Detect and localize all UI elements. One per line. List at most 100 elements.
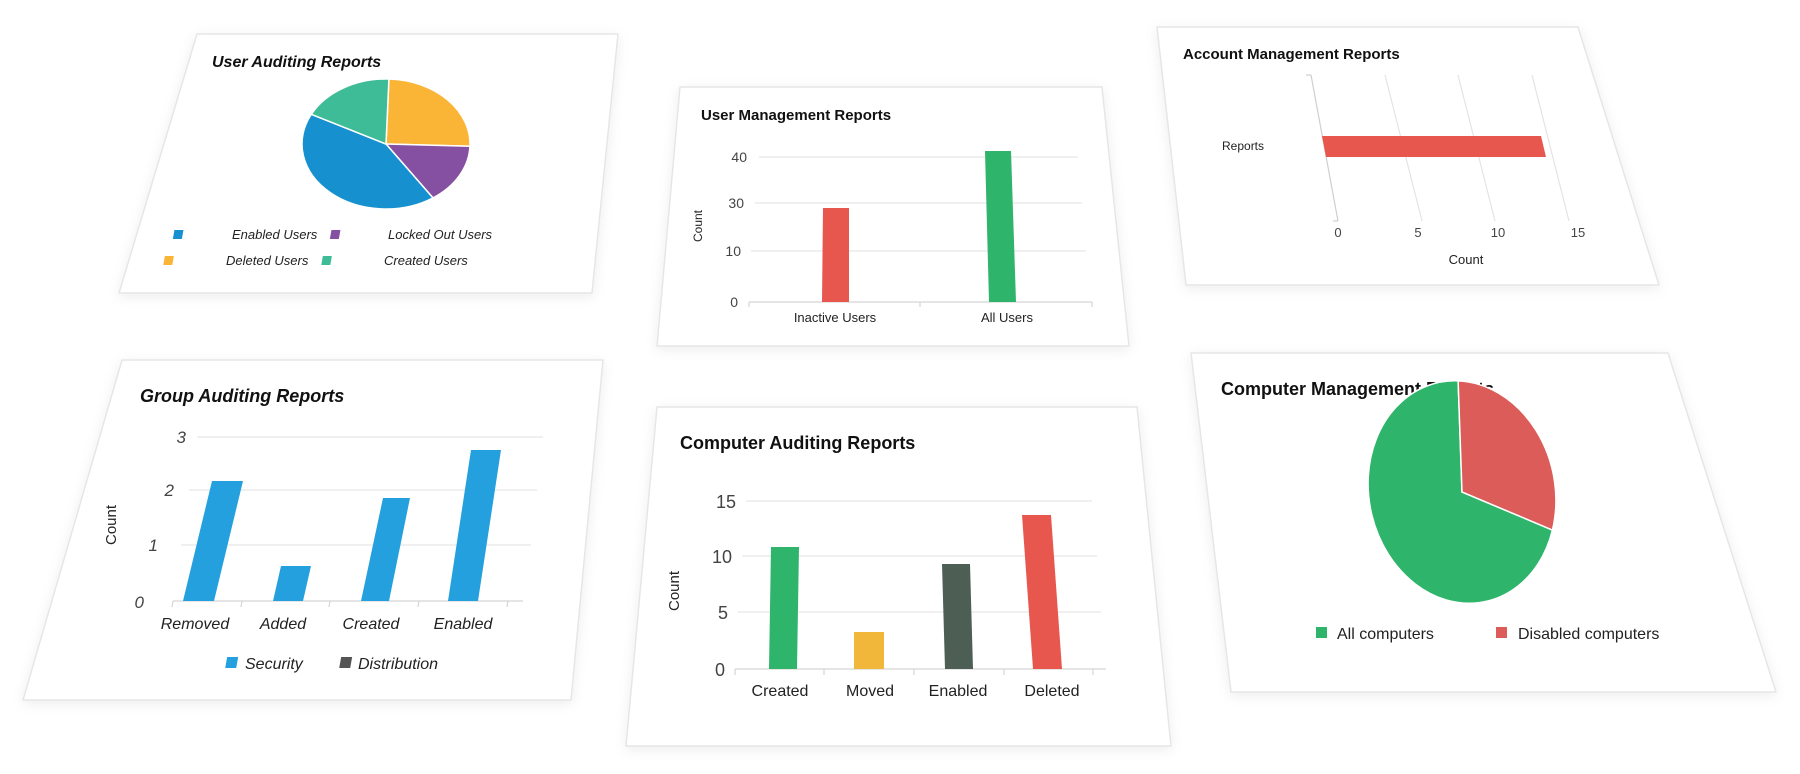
x-axis-labels: Created Moved Enabled Deleted xyxy=(752,683,1080,700)
svg-text:0: 0 xyxy=(135,593,145,612)
pie-chart-computer-management xyxy=(1367,380,1557,604)
svg-text:Enabled: Enabled xyxy=(434,616,494,633)
svg-text:Removed: Removed xyxy=(161,616,231,633)
svg-text:Enabled Users: Enabled Users xyxy=(232,227,318,242)
svg-text:All computers: All computers xyxy=(1337,626,1434,643)
bar-security-created[interactable] xyxy=(361,498,410,601)
x-axis-label: Count xyxy=(1449,252,1484,267)
svg-text:5: 5 xyxy=(718,603,728,623)
svg-text:Added: Added xyxy=(259,616,307,633)
pie-slice-enabled-users[interactable] xyxy=(301,113,435,210)
svg-text:Security: Security xyxy=(245,656,304,673)
pie-chart-user-auditing xyxy=(301,78,471,210)
svg-text:15: 15 xyxy=(1571,225,1585,240)
svg-text:Distribution: Distribution xyxy=(358,656,438,673)
y-axis-label: Count xyxy=(691,209,705,242)
legend-item-locked-out-users[interactable]: Locked Out Users xyxy=(329,227,493,242)
pie-slice-locked-out-users[interactable] xyxy=(384,143,471,199)
svg-text:Created Users: Created Users xyxy=(384,253,468,268)
svg-text:0: 0 xyxy=(715,660,725,680)
gridlines xyxy=(748,156,1093,307)
svg-text:10: 10 xyxy=(725,243,741,259)
svg-text:Locked Out Users: Locked Out Users xyxy=(388,227,493,242)
pie-slice-deleted-users[interactable] xyxy=(385,78,471,148)
svg-text:All Users: All Users xyxy=(981,310,1034,325)
legend-swatch-icon xyxy=(329,230,341,239)
legend: Security Distribution xyxy=(225,656,438,673)
legend-swatch-icon xyxy=(172,230,184,239)
chart-title: User Auditing Reports xyxy=(212,54,381,71)
x-axis-labels: Removed Added Created Enabled xyxy=(161,616,494,633)
svg-text:Enabled: Enabled xyxy=(929,683,988,700)
card-account-management: Account Management Reports Reports 0 5 1… xyxy=(1156,26,1660,286)
bar-created[interactable] xyxy=(769,547,799,669)
card-background xyxy=(656,86,1130,347)
chart-title: Computer Auditing Reports xyxy=(680,433,915,453)
x-axis-ticks: 0 5 10 15 xyxy=(1334,225,1585,240)
legend-item-all-computers[interactable]: All computers xyxy=(1316,626,1434,643)
svg-text:Inactive Users: Inactive Users xyxy=(794,310,877,325)
svg-text:Deleted Users: Deleted Users xyxy=(226,253,309,268)
bar-security-enabled[interactable] xyxy=(448,450,501,601)
legend-swatch-icon xyxy=(339,657,353,668)
legend: Enabled Users Locked Out Users Deleted U… xyxy=(163,227,493,268)
card-background xyxy=(625,406,1172,747)
pie-slice-created-users[interactable] xyxy=(310,78,390,146)
x-axis-labels: Inactive Users All Users xyxy=(794,310,1034,325)
svg-text:5: 5 xyxy=(1414,225,1421,240)
pie-slice-disabled-computers[interactable] xyxy=(1457,380,1557,532)
y-axis-label: Count xyxy=(103,504,120,545)
card-computer-auditing: Computer Auditing Reports 15 10 5 0 Coun… xyxy=(625,406,1172,747)
y-axis-category-label: Reports xyxy=(1222,139,1264,153)
bar-security-removed[interactable] xyxy=(183,481,243,601)
pie-slice-all-computers[interactable] xyxy=(1367,380,1554,604)
bar-all-users[interactable] xyxy=(985,151,1016,302)
legend-item-distribution[interactable]: Distribution xyxy=(339,656,438,673)
y-axis-ticks: 3 2 1 0 xyxy=(135,428,187,612)
svg-text:10: 10 xyxy=(1491,225,1505,240)
svg-text:15: 15 xyxy=(716,492,736,512)
legend-swatch-icon xyxy=(1316,627,1327,638)
bar-deleted[interactable] xyxy=(1022,515,1062,669)
chart-title: User Management Reports xyxy=(701,107,891,124)
y-axis-label: Count xyxy=(666,570,683,611)
svg-text:30: 30 xyxy=(728,195,744,211)
svg-text:40: 40 xyxy=(731,149,747,165)
card-user-management: User Management Reports 40 30 10 0 Count… xyxy=(656,86,1130,347)
svg-text:Created: Created xyxy=(752,683,809,700)
legend-swatch-icon xyxy=(1496,627,1507,638)
svg-text:Created: Created xyxy=(343,616,401,633)
legend-item-created-users[interactable]: Created Users xyxy=(321,253,468,268)
bar-moved[interactable] xyxy=(854,632,884,669)
card-background xyxy=(22,359,604,701)
bar-enabled[interactable] xyxy=(942,564,973,669)
legend-item-disabled-computers[interactable]: Disabled computers xyxy=(1496,626,1659,643)
bar-reports[interactable] xyxy=(1322,136,1546,157)
legend: All computers Disabled computers xyxy=(1316,626,1659,643)
bar-inactive-users[interactable] xyxy=(822,208,849,302)
legend-swatch-icon xyxy=(321,256,332,265)
legend-item-enabled-users[interactable]: Enabled Users xyxy=(172,227,318,242)
chart-title: Group Auditing Reports xyxy=(140,386,344,406)
chart-title: Account Management Reports xyxy=(1183,46,1400,63)
y-axis-ticks: 15 10 5 0 xyxy=(712,492,736,680)
y-axis-ticks: 40 30 10 0 xyxy=(725,149,747,310)
svg-text:0: 0 xyxy=(730,294,738,310)
svg-text:3: 3 xyxy=(177,428,187,447)
svg-text:2: 2 xyxy=(164,481,175,500)
svg-text:10: 10 xyxy=(712,547,732,567)
legend-swatch-icon xyxy=(163,256,174,265)
card-computer-management: Computer Management Reports All computer… xyxy=(1190,352,1777,693)
legend-item-deleted-users[interactable]: Deleted Users xyxy=(163,253,309,268)
legend-item-security[interactable]: Security xyxy=(225,656,304,673)
svg-text:Deleted: Deleted xyxy=(1024,683,1079,700)
svg-text:Moved: Moved xyxy=(846,683,894,700)
card-user-auditing: User Auditing Reports Enabled Users Lock… xyxy=(118,33,619,294)
svg-text:1: 1 xyxy=(149,536,158,555)
bar-security-added[interactable] xyxy=(273,566,311,601)
legend-swatch-icon xyxy=(225,657,239,668)
svg-text:0: 0 xyxy=(1334,225,1341,240)
svg-text:Disabled computers: Disabled computers xyxy=(1518,626,1659,643)
